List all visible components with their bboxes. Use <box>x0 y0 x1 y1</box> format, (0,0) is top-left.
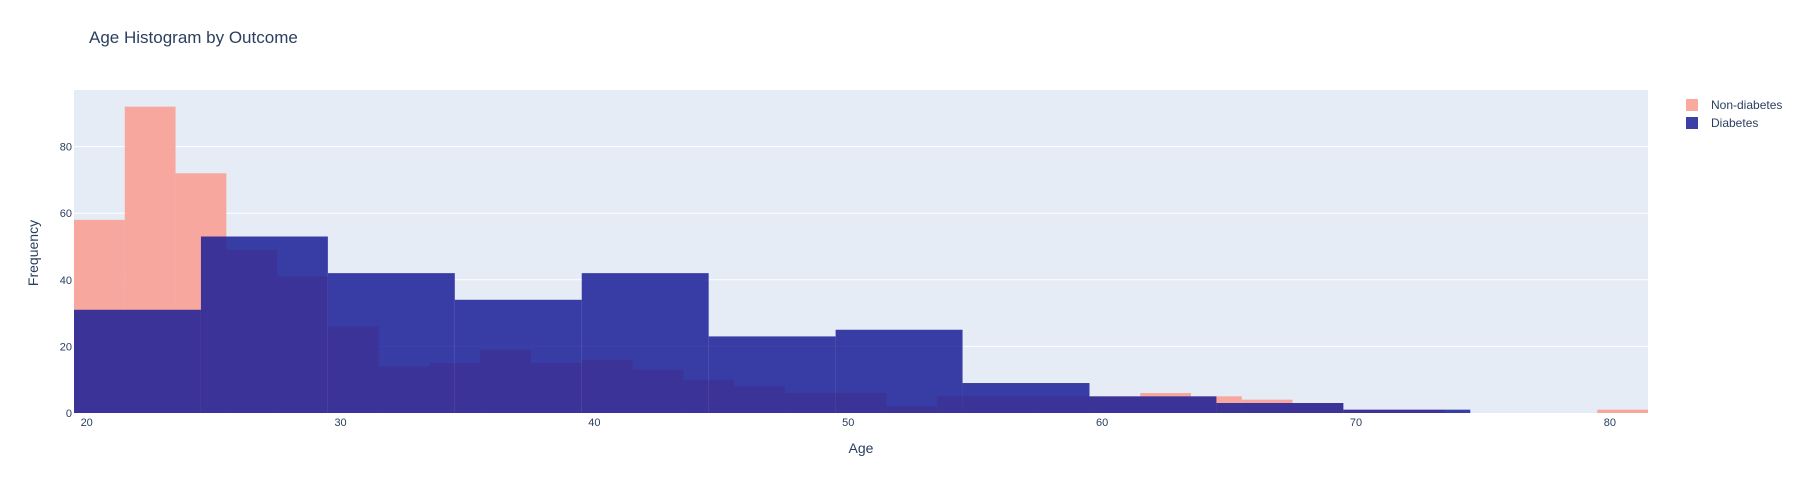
histogram-bar-diabetes <box>835 329 963 413</box>
histogram-bar-diabetes <box>74 309 201 413</box>
x-tick-label: 50 <box>842 417 854 429</box>
y-tick-label: 60 <box>60 208 72 220</box>
histogram-bar-diabetes <box>581 273 709 413</box>
legend-swatch-diabetes <box>1686 117 1698 129</box>
y-tick-label: 40 <box>60 275 72 287</box>
legend-label-non-diabetes: Non-diabetes <box>1711 98 1783 112</box>
x-tick-label: 70 <box>1350 417 1362 429</box>
y-axis-title: Frequency <box>25 219 41 287</box>
histogram-bar-non-diabetes <box>1597 409 1648 413</box>
y-tick-label: 20 <box>60 341 72 353</box>
histogram-bar-diabetes <box>327 273 455 413</box>
histogram-bar-diabetes <box>1216 403 1344 413</box>
histogram-bar-diabetes <box>200 236 328 413</box>
x-tick-label: 20 <box>81 417 93 429</box>
x-tick-label: 60 <box>1096 417 1108 429</box>
legend-item-non-diabetes[interactable]: Non-diabetes <box>1686 96 1782 114</box>
x-axis-title: Age <box>848 440 874 456</box>
x-tick-label: 30 <box>334 417 346 429</box>
histogram-bar-diabetes <box>1343 409 1471 413</box>
x-tick-label: 40 <box>588 417 600 429</box>
histogram-bar-diabetes <box>454 299 582 413</box>
histogram-bar-diabetes <box>1089 396 1217 413</box>
legend-label-diabetes: Diabetes <box>1711 116 1759 130</box>
histogram-bar-diabetes <box>708 336 836 413</box>
x-tick-label: 80 <box>1604 417 1616 429</box>
legend: Non-diabetes Diabetes <box>1686 96 1782 132</box>
legend-item-diabetes[interactable]: Diabetes <box>1686 114 1782 132</box>
histogram-bar-diabetes <box>962 383 1090 413</box>
legend-swatch-non-diabetes <box>1686 99 1698 111</box>
chart-title: Age Histogram by Outcome <box>89 28 298 47</box>
y-tick-label: 80 <box>60 142 72 154</box>
y-tick-label: 0 <box>66 408 72 420</box>
